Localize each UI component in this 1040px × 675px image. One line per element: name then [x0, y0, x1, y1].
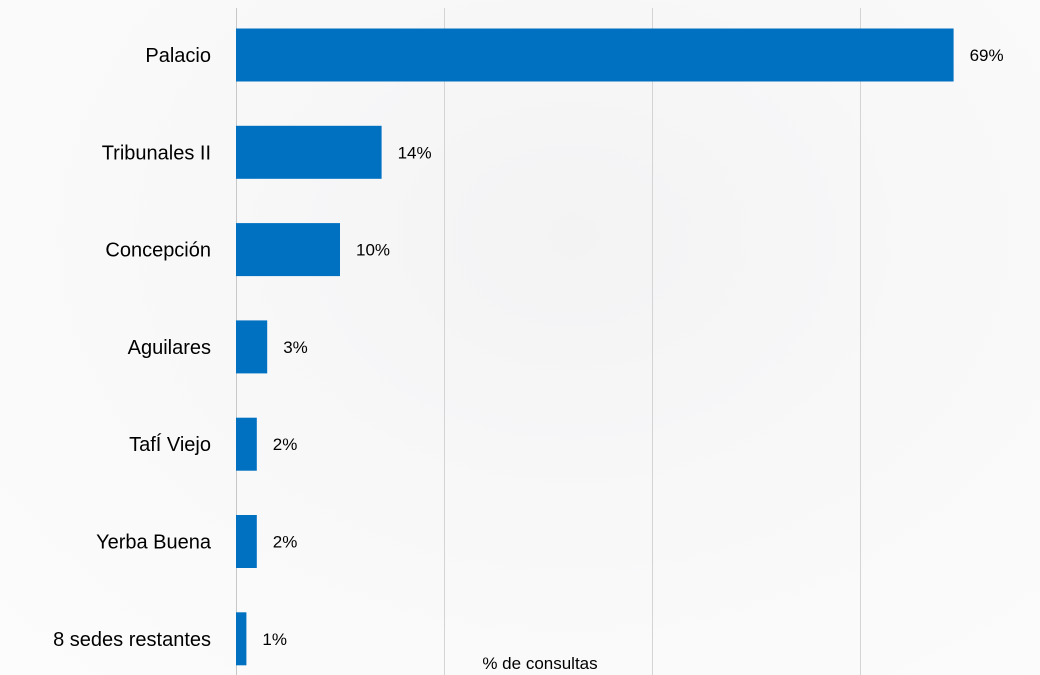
data-label: 14% — [398, 143, 432, 162]
data-label: 2% — [273, 533, 298, 552]
category-labels: Palacio Tribunales II Concepción Aguilares T… — [53, 45, 212, 651]
bar — [236, 612, 247, 666]
category-label: Concepción — [105, 240, 211, 262]
bar — [236, 515, 257, 568]
category-label: Aguilares — [128, 337, 211, 359]
bar — [236, 125, 382, 179]
bar — [236, 417, 257, 471]
category-label: Yerba Buena — [96, 532, 212, 554]
bar — [236, 223, 340, 277]
data-label: 10% — [356, 241, 390, 260]
category-label: Tribunales II — [102, 142, 211, 164]
data-label: 69% — [970, 46, 1004, 65]
bar — [236, 320, 268, 374]
data-label: 1% — [262, 630, 287, 649]
data-label: 3% — [283, 338, 308, 357]
category-label: TafÍ Viejo — [129, 433, 211, 456]
category-label: Palacio — [145, 45, 211, 67]
gridlines — [236, 8, 861, 675]
bars — [236, 28, 954, 666]
data-label: 2% — [273, 435, 298, 454]
value-labels: 69% 14% 10% 3% 2% 2% 1% — [262, 46, 1003, 649]
category-label: 8 sedes restantes — [53, 629, 211, 651]
x-axis-title: % de consultas — [482, 654, 597, 673]
bar — [236, 28, 954, 82]
